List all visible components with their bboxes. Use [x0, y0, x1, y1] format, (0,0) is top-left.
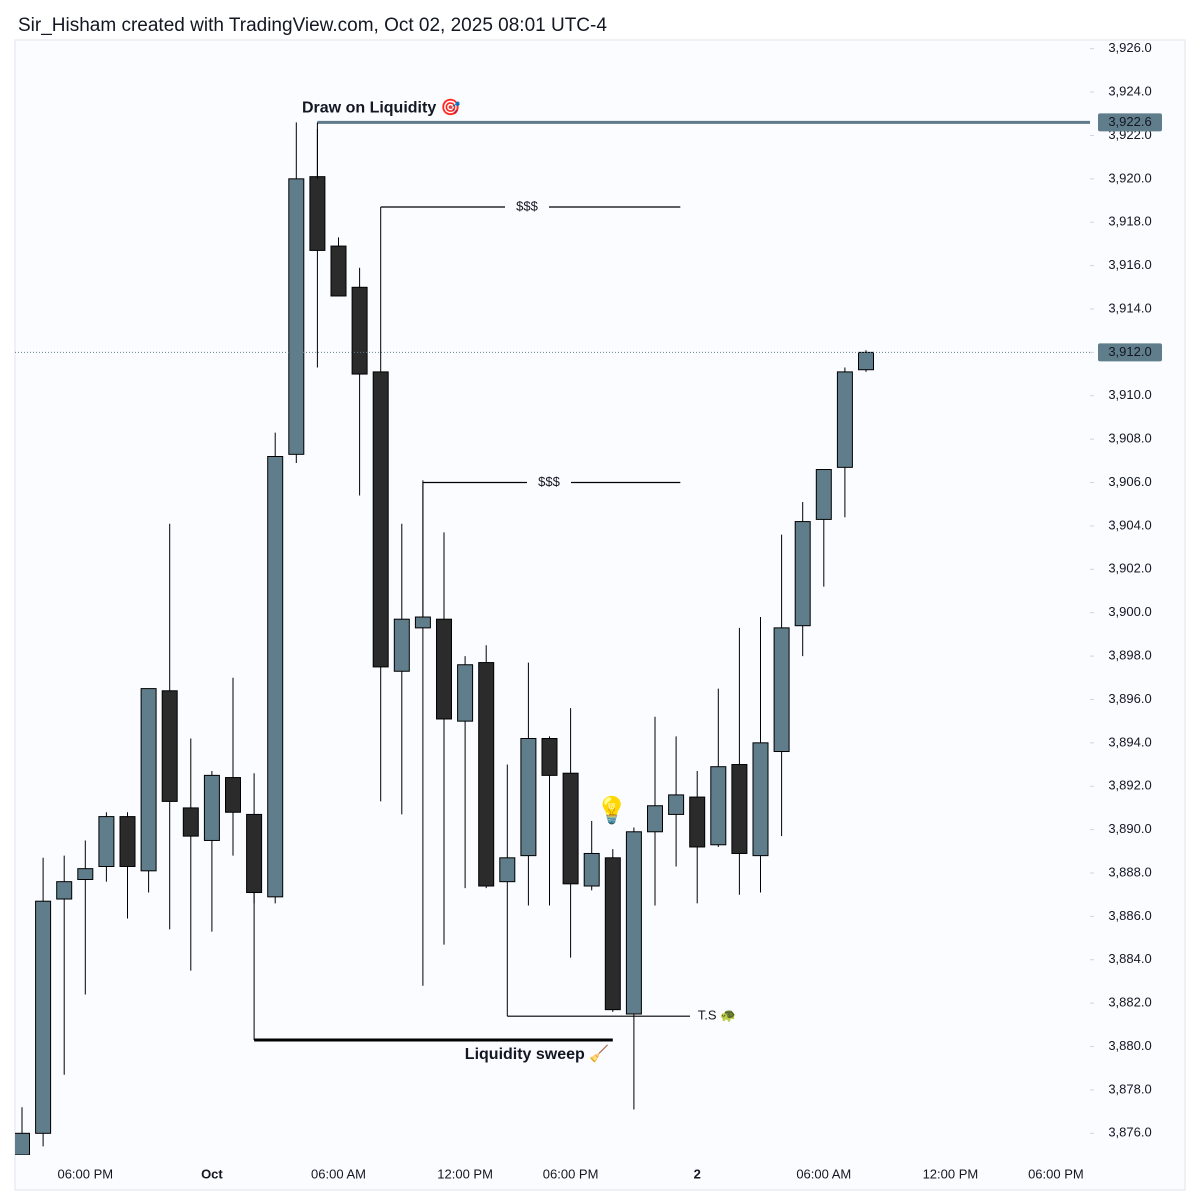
candle-body — [858, 351, 874, 371]
candle-body — [689, 796, 706, 848]
plot-area — [15, 122, 874, 1155]
y-tick-label: 3,888.0 — [1108, 864, 1151, 879]
candle-body — [836, 371, 853, 468]
candle-body — [457, 664, 474, 722]
annotation-label: Liquidity sweep 🧹 — [465, 1044, 609, 1063]
candle-body — [246, 813, 263, 894]
y-tick-label: 3,906.0 — [1108, 474, 1151, 489]
x-tick-label: Oct — [201, 1166, 223, 1181]
candle-body — [161, 690, 178, 802]
annotation-label: Draw on Liquidity 🎯 — [302, 99, 461, 117]
candle-body — [414, 616, 431, 629]
candle-body — [351, 286, 368, 375]
candle-body — [815, 469, 832, 520]
y-tick-label: 3,904.0 — [1108, 517, 1151, 532]
y-tick-label: 3,916.0 — [1108, 257, 1151, 272]
y-tick-label: 3,914.0 — [1108, 300, 1151, 315]
y-tick-label: 3,924.0 — [1108, 83, 1151, 98]
y-tick-label: 3,886.0 — [1108, 908, 1151, 923]
candle-body — [478, 662, 495, 887]
y-tick-label: 3,898.0 — [1108, 648, 1151, 663]
candle-body — [35, 900, 52, 1134]
candle-body — [752, 742, 769, 857]
candle-body — [604, 857, 621, 1011]
candle-body — [668, 794, 685, 815]
x-tick-label: 06:00 PM — [57, 1166, 113, 1181]
y-tick-label: 3,894.0 — [1108, 734, 1151, 749]
candle-body — [182, 807, 199, 837]
price-label: 3,922.6 — [1108, 114, 1151, 129]
y-tick-label: 3,920.0 — [1108, 170, 1151, 185]
candle-body — [393, 618, 410, 672]
candle-body — [372, 371, 389, 668]
candle-body — [541, 738, 558, 776]
y-tick-label: 3,896.0 — [1108, 691, 1151, 706]
candle-body — [309, 176, 326, 251]
annotation-label: $$$ — [538, 474, 560, 489]
candle-body — [731, 764, 748, 854]
y-tick-label: 3,880.0 — [1108, 1038, 1151, 1053]
annotation-icon: 💡 — [596, 795, 628, 825]
y-tick-label: 3,902.0 — [1108, 561, 1151, 576]
candle-body — [140, 688, 157, 872]
x-tick-label: 06:00 PM — [1028, 1166, 1084, 1181]
candle-body — [583, 852, 600, 887]
candle-body — [562, 772, 579, 885]
y-tick-label: 3,892.0 — [1108, 778, 1151, 793]
candle-body — [15, 1132, 30, 1155]
candle-body — [56, 881, 73, 900]
price-label-box — [1098, 343, 1162, 362]
candle-body — [288, 178, 305, 455]
x-tick-label: 12:00 PM — [923, 1166, 979, 1181]
x-tick-label: 2 — [694, 1166, 701, 1181]
y-tick-label: 3,910.0 — [1108, 387, 1151, 402]
x-tick-label: 06:00 AM — [796, 1166, 851, 1181]
candle-body — [773, 627, 790, 753]
y-tick-label: 3,908.0 — [1108, 431, 1151, 446]
candle-body — [710, 766, 727, 846]
candle-body — [330, 245, 347, 297]
y-tick-label: 3,876.0 — [1108, 1125, 1151, 1140]
candle-body — [119, 816, 136, 867]
candle-body — [267, 455, 284, 898]
price-label-box — [1098, 113, 1162, 132]
price-label: 3,912.0 — [1108, 344, 1151, 359]
x-tick-label: 06:00 PM — [543, 1166, 599, 1181]
y-tick-label: 3,884.0 — [1108, 951, 1151, 966]
candle-body — [77, 868, 94, 881]
chart-title: Sir_Hisham created with TradingView.com,… — [18, 15, 607, 36]
annotation-label: T.S 🐢 — [698, 1008, 737, 1023]
candle-body — [436, 618, 452, 720]
candle-body — [647, 805, 663, 833]
candle-body — [98, 816, 115, 867]
x-tick-label: 12:00 PM — [437, 1166, 493, 1181]
candle-body — [794, 521, 811, 627]
y-tick-label: 3,900.0 — [1108, 604, 1151, 619]
y-tick-label: 3,918.0 — [1108, 214, 1151, 229]
candle-body — [520, 738, 537, 857]
candle-body — [625, 831, 642, 1015]
candle-body — [499, 857, 516, 883]
candle-body — [225, 777, 241, 813]
annotation-label: $$$ — [516, 198, 538, 213]
y-tick-label: 3,926.0 — [1108, 40, 1151, 55]
y-tick-label: 3,882.0 — [1108, 995, 1151, 1010]
chart-frame — [14, 39, 1186, 1191]
y-tick-label: 3,890.0 — [1108, 821, 1151, 836]
x-tick-label: 06:00 AM — [311, 1166, 366, 1181]
candle-body — [203, 774, 220, 841]
y-tick-label: 3,878.0 — [1108, 1081, 1151, 1096]
